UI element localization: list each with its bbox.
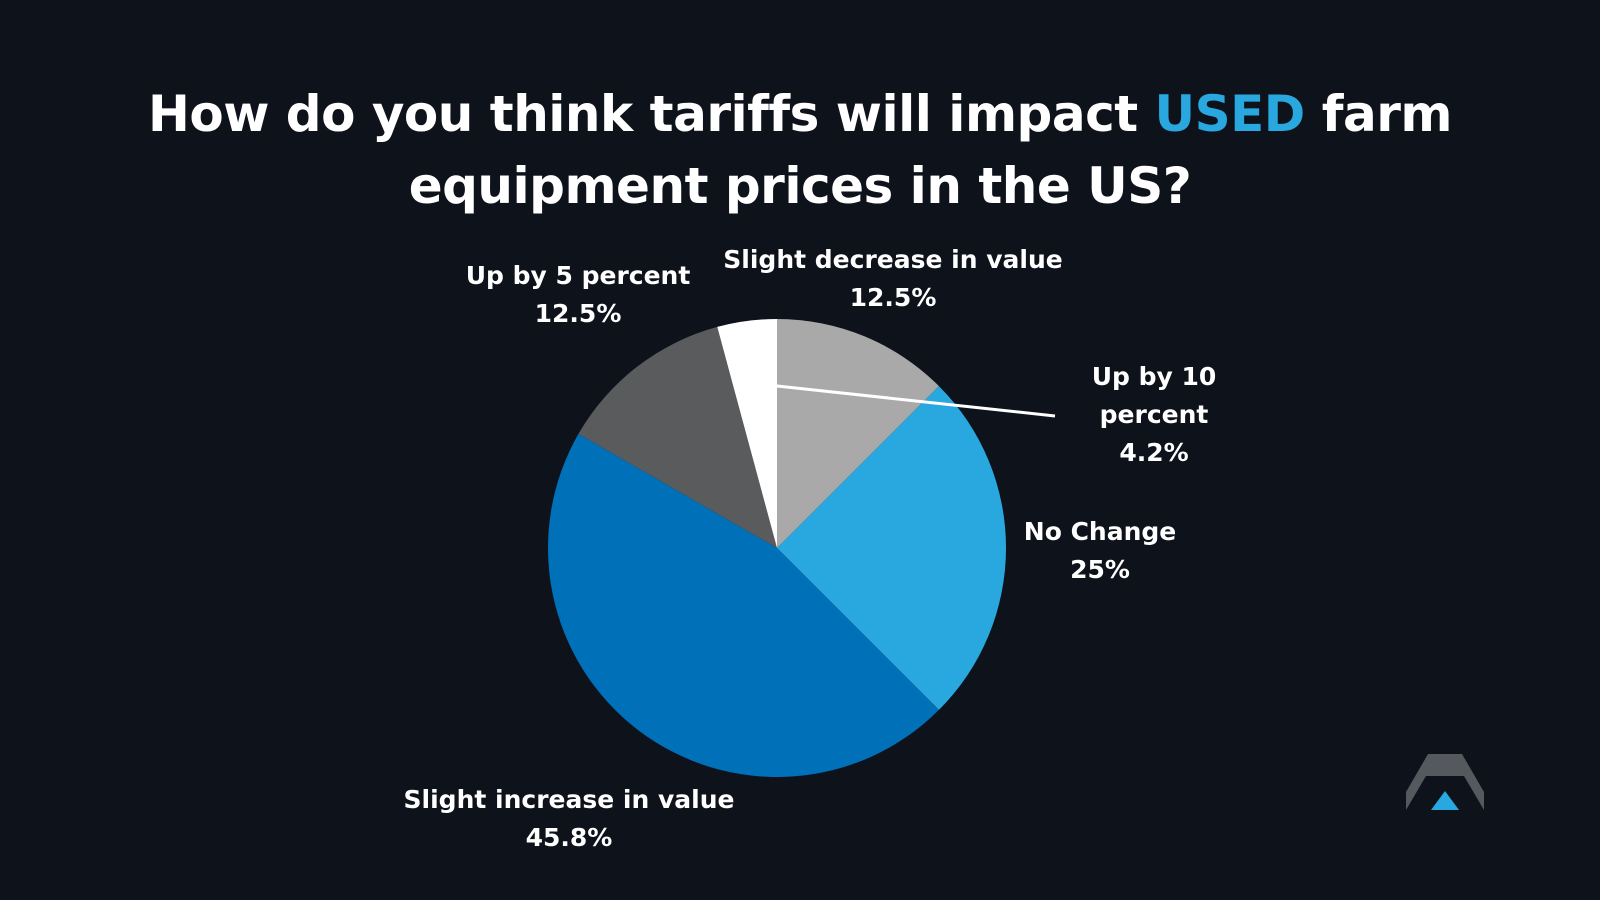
logo-triangle — [1431, 791, 1459, 810]
title-text-start: How do you think tariffs will impact — [148, 85, 1155, 143]
pie-slice-slight-decrease — [777, 319, 939, 548]
chevron-up-icon — [1406, 754, 1484, 810]
brand-logo — [1406, 754, 1484, 810]
leader-line-up-10 — [776, 384, 1056, 418]
chart-title: How do you think tariffs will impact USE… — [0, 78, 1600, 222]
label-up-5-value: 12.5% — [534, 299, 622, 328]
label-up-10-value: 4.2% — [1119, 438, 1189, 467]
label-up-10: Up by 10 percent 4.2% — [1092, 358, 1217, 472]
pie-slice-up-10 — [717, 319, 777, 548]
label-up-5: Up by 5 percent 12.5% — [466, 257, 691, 333]
label-no-change: No Change 25% — [1024, 513, 1176, 589]
title-text-end: farm — [1304, 85, 1453, 143]
label-no-change-name: No Change — [1023, 517, 1177, 546]
label-up-5-name: Up by 5 percent — [465, 261, 691, 290]
label-up-10-name-2: percent — [1099, 400, 1209, 429]
label-up-10-name-1: Up by 10 — [1091, 362, 1217, 391]
title-highlight: USED — [1154, 85, 1306, 143]
label-slight-decrease: Slight decrease in value 12.5% — [723, 241, 1062, 317]
pie-slice-slight-increase — [547, 433, 939, 778]
label-slight-decrease-name: Slight decrease in value — [723, 245, 1063, 274]
label-no-change-value: 25% — [1070, 555, 1130, 584]
title-line-2: equipment prices in the US? — [408, 157, 1192, 215]
pie-slice-up-5 — [578, 326, 777, 548]
label-slight-increase-name: Slight increase in value — [403, 785, 735, 814]
label-slight-decrease-value: 12.5% — [849, 283, 937, 312]
label-slight-increase: Slight increase in value 45.8% — [404, 781, 735, 857]
pie-slice-no-change — [777, 386, 1007, 710]
label-slight-increase-value: 45.8% — [525, 823, 613, 852]
